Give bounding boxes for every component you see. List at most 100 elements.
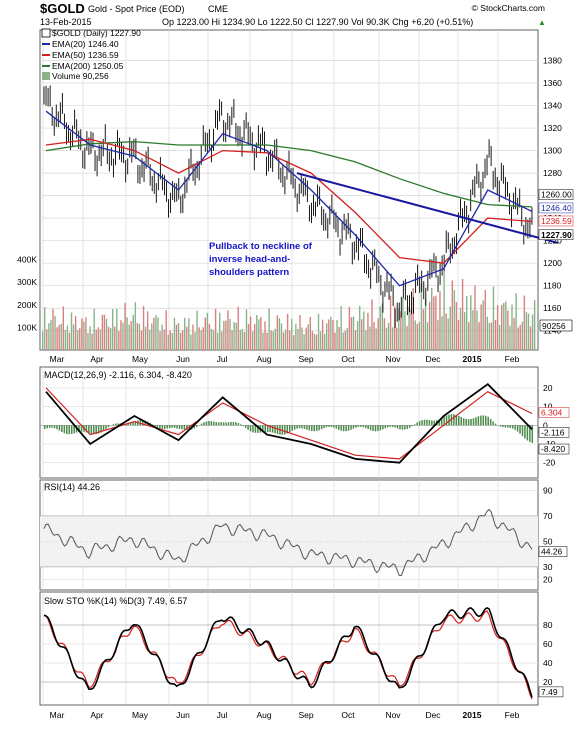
- price-tick-label: 1360: [543, 78, 562, 88]
- volume-bar: [524, 296, 525, 350]
- volume-bar: [102, 315, 103, 350]
- volume-bar: [367, 313, 368, 350]
- price-tick-label: 1380: [543, 56, 562, 66]
- volume-bar: [69, 333, 70, 350]
- volume-bar: [421, 283, 422, 350]
- volume-bar: [447, 319, 448, 350]
- volume-bar: [369, 326, 370, 350]
- volume-bar: [281, 323, 282, 350]
- month-label-top: Nov: [385, 354, 401, 364]
- macd-histogram-bar: [216, 422, 218, 425]
- macd-histogram-bar: [64, 425, 66, 433]
- volume-bar: [120, 320, 121, 350]
- annotation-line-1: Pullback to neckline of: [209, 241, 313, 252]
- macd-histogram-bar: [321, 425, 323, 429]
- macd-histogram-bar: [463, 418, 465, 425]
- sto-tick-label: 20: [543, 677, 553, 687]
- volume-bar: [485, 290, 486, 350]
- volume-bar: [322, 320, 323, 350]
- volume-bar: [194, 332, 195, 350]
- macd-histogram-bar: [385, 425, 387, 428]
- macd-histogram-bar: [485, 416, 487, 426]
- volume-bar: [89, 326, 90, 350]
- macd-histogram-bar: [458, 416, 460, 425]
- macd-histogram-bar: [169, 425, 171, 428]
- volume-bar: [223, 321, 224, 350]
- volume-bar: [324, 334, 325, 350]
- macd-histogram-bar: [301, 425, 303, 428]
- macd-histogram-bar: [314, 425, 316, 431]
- macd-histogram-bar: [512, 425, 514, 428]
- macd-histogram-bar: [157, 425, 159, 427]
- macd-histogram-bar: [340, 425, 342, 430]
- volume-bar: [116, 309, 117, 350]
- volume-bar: [334, 333, 335, 350]
- macd-histogram-bar: [213, 422, 215, 426]
- macd-histogram-bar: [431, 420, 433, 425]
- volume-bar: [351, 317, 352, 350]
- month-label-bottom: Mar: [50, 710, 65, 720]
- macd-histogram-bar: [311, 425, 313, 431]
- macd-histogram-bar: [519, 425, 521, 433]
- volume-bar: [190, 335, 191, 350]
- volume-bar: [231, 330, 232, 350]
- volume-bar: [110, 328, 111, 350]
- volume-bar: [310, 317, 311, 350]
- price-tick-label: 1200: [543, 258, 562, 268]
- macd-histogram-bar: [429, 420, 431, 425]
- volume-bar: [42, 331, 43, 350]
- volume-bar: [332, 320, 333, 350]
- volume-bar: [172, 333, 173, 350]
- volume-bar: [522, 322, 523, 350]
- volume-bar: [91, 334, 92, 350]
- macd-histogram-bar: [502, 425, 504, 427]
- volume-bar: [437, 320, 438, 350]
- volume-tick-label: 100K: [17, 322, 37, 332]
- volume-bar: [149, 330, 150, 350]
- volume-bar: [450, 307, 451, 350]
- macd-histogram-bar: [397, 425, 399, 428]
- macd-histogram-bar: [59, 425, 61, 430]
- volume-bar: [466, 296, 467, 350]
- volume-bar: [340, 306, 341, 350]
- macd-histogram-bar: [294, 425, 296, 429]
- macd-histogram-bar: [416, 423, 418, 426]
- volume-bar: [180, 333, 181, 350]
- volume-bar: [419, 322, 420, 350]
- volume-bar: [365, 330, 366, 350]
- volume-bar: [248, 324, 249, 350]
- volume-bar: [85, 317, 86, 350]
- volume-bar: [83, 322, 84, 350]
- price-last-label: 1260.00: [541, 190, 572, 200]
- volume-bar: [513, 318, 514, 350]
- volume-bar: [308, 324, 309, 350]
- volume-bar: [46, 329, 47, 350]
- macd-histogram-bar: [348, 425, 350, 430]
- macd-histogram-bar: [402, 425, 404, 429]
- volume-bar: [73, 324, 74, 350]
- macd-histogram-bar: [250, 425, 252, 431]
- volume-bar: [295, 324, 296, 350]
- macd-histogram-bar: [448, 415, 450, 426]
- macd-histogram-bar: [56, 425, 58, 429]
- macd-histogram-bar: [66, 425, 68, 434]
- volume-bar: [396, 328, 397, 350]
- macd-histogram-bar: [387, 425, 389, 427]
- volume-bar: [417, 324, 418, 350]
- volume-bar: [124, 303, 125, 350]
- legend-swatch-price: [42, 29, 50, 37]
- volume-bar: [244, 332, 245, 350]
- macd-histogram-bar: [350, 425, 352, 429]
- macd-histogram-bar: [240, 424, 242, 425]
- macd-histogram-bar: [176, 425, 178, 428]
- exchange-label: CME: [208, 4, 228, 14]
- volume-bar: [108, 327, 109, 350]
- annotation-line-3: shoulders pattern: [209, 267, 289, 278]
- volume-tick-label: 300K: [17, 277, 37, 287]
- volume-bar: [48, 323, 49, 350]
- macd-histogram-bar: [377, 425, 379, 431]
- macd-histogram-bar: [304, 425, 306, 429]
- volume-bar: [345, 331, 346, 350]
- macd-histogram-bar: [181, 425, 183, 429]
- volume-bar: [133, 315, 134, 350]
